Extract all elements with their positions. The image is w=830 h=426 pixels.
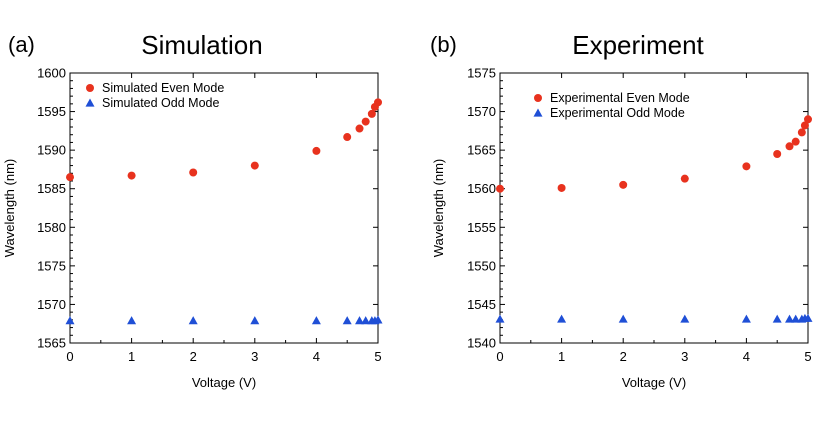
y-tick-label: 1555 bbox=[467, 220, 496, 235]
x-tick-label: 4 bbox=[743, 349, 750, 364]
data-point-even bbox=[742, 162, 751, 171]
panel-label: (a) bbox=[8, 32, 35, 57]
x-tick-label: 5 bbox=[374, 349, 381, 364]
data-point-even bbox=[343, 133, 352, 142]
legend-marker-circle bbox=[534, 94, 542, 102]
data-point-even bbox=[250, 161, 259, 170]
data-point-even bbox=[496, 184, 504, 193]
y-axis-label: Wavelength (nm) bbox=[431, 159, 446, 258]
y-tick-label: 1575 bbox=[37, 258, 66, 273]
y-tick-label: 1565 bbox=[467, 143, 496, 158]
legend-marker-triangle bbox=[85, 98, 95, 107]
data-point-even bbox=[367, 109, 376, 118]
data-point-odd bbox=[188, 316, 198, 325]
x-tick-label: 0 bbox=[496, 349, 503, 364]
data-point-odd bbox=[127, 316, 137, 325]
x-tick-label: 5 bbox=[804, 349, 811, 364]
legend-marker-circle bbox=[86, 84, 94, 92]
y-tick-label: 1570 bbox=[37, 297, 66, 312]
y-axis-label: Wavelength (nm) bbox=[2, 159, 17, 258]
data-point-even bbox=[127, 171, 136, 180]
data-point-even bbox=[557, 183, 566, 192]
data-point-even bbox=[361, 117, 370, 126]
y-tick-label: 1550 bbox=[467, 258, 496, 273]
x-tick-label: 3 bbox=[251, 349, 258, 364]
x-tick-label: 2 bbox=[620, 349, 627, 364]
x-tick-label: 2 bbox=[190, 349, 197, 364]
chart-panel-1: (b) Experiment 0 1 2 3 4 5 1540 1545 1550 1555 1560 1… bbox=[430, 30, 813, 390]
x-axis-label: Voltage (V) bbox=[622, 375, 686, 390]
data-point-even bbox=[804, 115, 812, 124]
data-point-odd bbox=[342, 316, 352, 325]
y-tick-label: 1545 bbox=[467, 297, 496, 312]
x-tick-label: 0 bbox=[66, 349, 73, 364]
data-point-odd bbox=[250, 316, 260, 325]
data-point-odd bbox=[791, 314, 801, 323]
legend-entry: Experimental Even Mode bbox=[550, 91, 690, 105]
y-tick-label: 1590 bbox=[37, 143, 66, 158]
data-point-even bbox=[797, 128, 806, 137]
y-tick-label: 1560 bbox=[467, 181, 496, 196]
data-point-even bbox=[773, 150, 782, 158]
panel-label: (b) bbox=[430, 32, 457, 57]
data-point-even bbox=[312, 146, 321, 155]
plot-frame bbox=[69, 72, 379, 344]
y-tick-label: 1540 bbox=[467, 336, 496, 351]
y-tick-label: 1595 bbox=[37, 104, 66, 119]
data-point-even bbox=[355, 124, 364, 133]
data-point-odd bbox=[803, 313, 813, 322]
legend-marker-triangle bbox=[533, 108, 543, 117]
data-point-odd bbox=[355, 316, 365, 325]
data-point-odd bbox=[373, 315, 383, 324]
data-point-odd bbox=[361, 316, 371, 325]
data-point-odd bbox=[311, 316, 321, 325]
data-point-odd bbox=[741, 314, 751, 323]
x-tick-label: 3 bbox=[681, 349, 688, 364]
x-tick-label: 1 bbox=[128, 349, 135, 364]
data-point-even bbox=[374, 98, 382, 107]
data-point-even bbox=[680, 174, 689, 183]
x-tick-label: 1 bbox=[558, 349, 565, 364]
y-tick-label: 1580 bbox=[37, 220, 66, 235]
legend-entry: Simulated Odd Mode bbox=[102, 96, 219, 110]
x-tick-label: 4 bbox=[313, 349, 320, 364]
data-point-odd bbox=[65, 316, 75, 325]
y-tick-label: 1565 bbox=[37, 336, 66, 351]
data-point-odd bbox=[680, 314, 690, 323]
chart-panel-0: (a) Simulation 0 1 2 3 4 5 1565 1570 1575 1580 1585 1… bbox=[2, 30, 383, 390]
data-point-odd bbox=[772, 314, 782, 323]
data-point-odd bbox=[495, 314, 505, 323]
data-point-odd bbox=[557, 314, 567, 323]
y-tick-label: 1585 bbox=[37, 181, 66, 196]
data-point-even bbox=[791, 137, 800, 146]
data-point-odd bbox=[785, 314, 795, 323]
x-axis-label: Voltage (V) bbox=[192, 375, 256, 390]
y-tick-label: 1600 bbox=[37, 66, 66, 81]
data-point-even bbox=[619, 180, 628, 189]
legend-entry: Experimental Odd Mode bbox=[550, 106, 685, 120]
data-point-even bbox=[800, 121, 809, 130]
data-point-even bbox=[785, 142, 794, 151]
legend-entry: Simulated Even Mode bbox=[102, 81, 224, 95]
chart-title: Experiment bbox=[572, 30, 704, 60]
y-tick-label: 1575 bbox=[467, 66, 496, 81]
data-point-even bbox=[189, 168, 198, 177]
data-point-odd bbox=[618, 314, 628, 323]
chart-title: Simulation bbox=[141, 30, 262, 60]
y-tick-label: 1570 bbox=[467, 104, 496, 119]
data-point-even bbox=[66, 173, 74, 182]
